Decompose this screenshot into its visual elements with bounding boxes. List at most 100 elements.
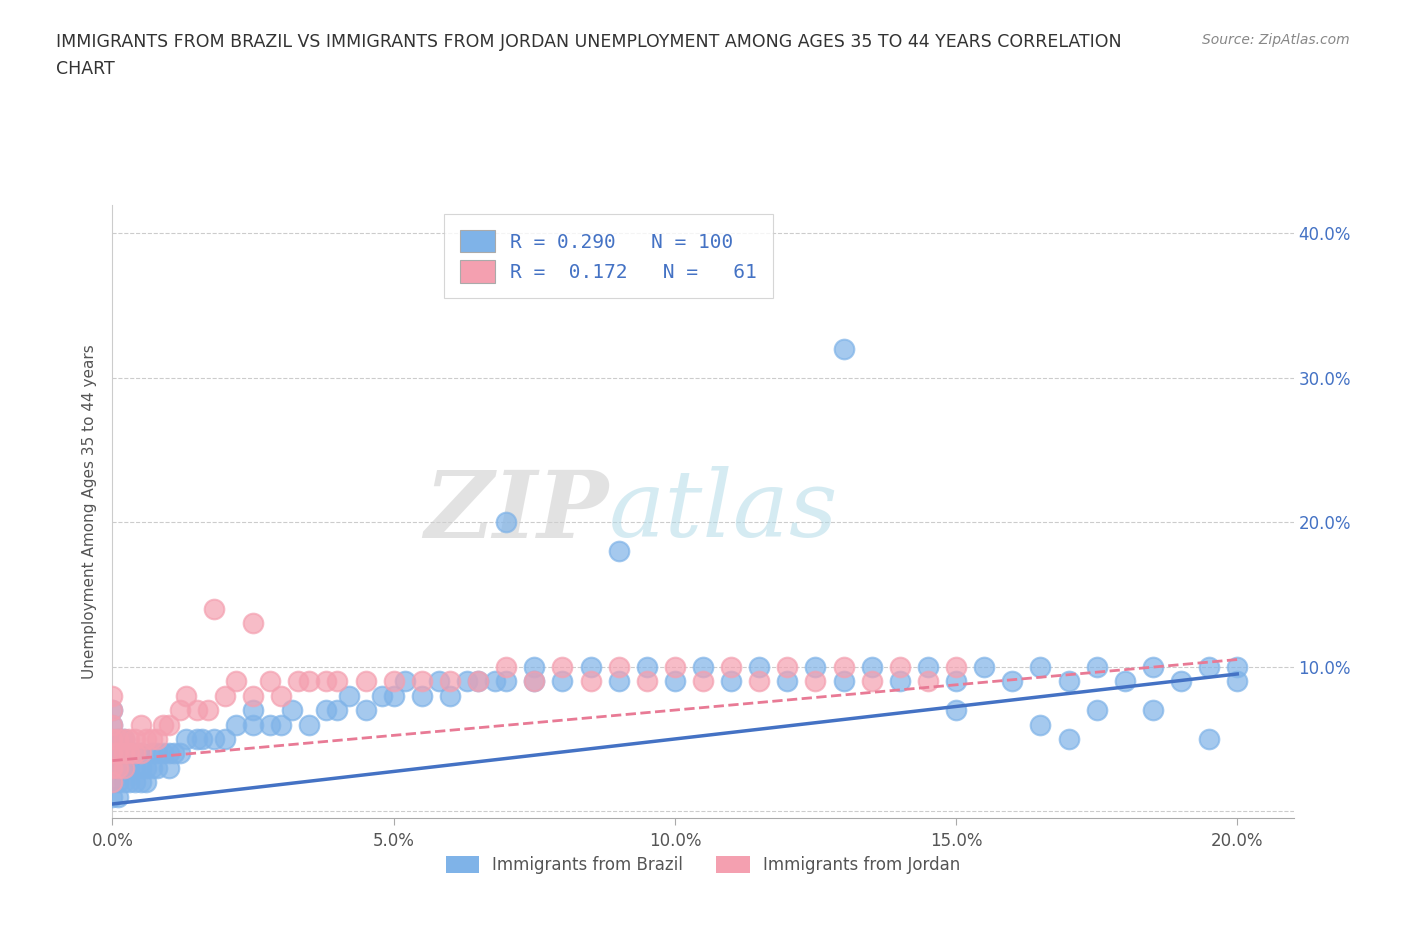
- Point: [112, 761, 135, 776]
- Point: [484, 673, 506, 688]
- Point: [101, 717, 124, 732]
- Point: [636, 673, 658, 688]
- Point: [1001, 673, 1024, 688]
- Legend: Immigrants from Brazil, Immigrants from Jordan: Immigrants from Brazil, Immigrants from …: [439, 849, 967, 881]
- Point: [1198, 659, 1220, 674]
- Point: [214, 688, 236, 703]
- Point: [495, 515, 517, 530]
- Point: [523, 673, 546, 688]
- Point: [636, 659, 658, 674]
- Point: [889, 673, 911, 688]
- Point: [354, 703, 377, 718]
- Point: [945, 703, 967, 718]
- Point: [579, 673, 602, 688]
- Point: [135, 761, 157, 776]
- Text: Source: ZipAtlas.com: Source: ZipAtlas.com: [1202, 33, 1350, 46]
- Point: [427, 673, 450, 688]
- Point: [101, 790, 124, 804]
- Point: [1029, 659, 1052, 674]
- Point: [112, 761, 135, 776]
- Point: [382, 688, 405, 703]
- Point: [107, 746, 129, 761]
- Point: [354, 673, 377, 688]
- Point: [107, 761, 129, 776]
- Point: [371, 688, 394, 703]
- Point: [129, 717, 152, 732]
- Point: [298, 717, 321, 732]
- Point: [141, 761, 163, 776]
- Point: [118, 732, 141, 747]
- Point: [1226, 659, 1249, 674]
- Point: [197, 703, 219, 718]
- Point: [141, 746, 163, 761]
- Point: [242, 703, 264, 718]
- Point: [146, 746, 169, 761]
- Point: [776, 673, 799, 688]
- Point: [124, 746, 146, 761]
- Point: [411, 688, 433, 703]
- Point: [107, 746, 129, 761]
- Point: [860, 673, 883, 688]
- Point: [129, 746, 152, 761]
- Point: [456, 673, 478, 688]
- Point: [298, 673, 321, 688]
- Point: [101, 717, 124, 732]
- Point: [1085, 703, 1108, 718]
- Point: [776, 659, 799, 674]
- Point: [804, 659, 827, 674]
- Point: [107, 732, 129, 747]
- Point: [523, 659, 546, 674]
- Point: [152, 717, 174, 732]
- Point: [394, 673, 416, 688]
- Point: [124, 732, 146, 747]
- Point: [101, 703, 124, 718]
- Point: [124, 746, 146, 761]
- Point: [101, 746, 124, 761]
- Point: [112, 746, 135, 761]
- Point: [124, 775, 146, 790]
- Point: [1142, 659, 1164, 674]
- Point: [225, 673, 247, 688]
- Point: [129, 746, 152, 761]
- Point: [129, 775, 152, 790]
- Point: [692, 659, 714, 674]
- Point: [202, 602, 225, 617]
- Point: [579, 659, 602, 674]
- Point: [917, 659, 939, 674]
- Point: [607, 673, 630, 688]
- Text: ZIP: ZIP: [425, 467, 609, 556]
- Point: [174, 688, 197, 703]
- Point: [945, 659, 967, 674]
- Point: [832, 659, 855, 674]
- Point: [804, 673, 827, 688]
- Point: [270, 688, 292, 703]
- Point: [259, 673, 281, 688]
- Point: [141, 732, 163, 747]
- Point: [124, 761, 146, 776]
- Point: [315, 703, 337, 718]
- Point: [169, 703, 191, 718]
- Point: [101, 732, 124, 747]
- Point: [287, 673, 309, 688]
- Point: [202, 732, 225, 747]
- Point: [945, 673, 967, 688]
- Point: [1057, 732, 1080, 747]
- Point: [242, 616, 264, 631]
- Point: [118, 761, 141, 776]
- Point: [146, 732, 169, 747]
- Point: [889, 659, 911, 674]
- Point: [1170, 673, 1192, 688]
- Point: [225, 717, 247, 732]
- Point: [692, 673, 714, 688]
- Point: [157, 746, 180, 761]
- Point: [107, 775, 129, 790]
- Point: [112, 775, 135, 790]
- Point: [101, 761, 124, 776]
- Point: [107, 732, 129, 747]
- Point: [1226, 673, 1249, 688]
- Point: [664, 659, 686, 674]
- Point: [107, 761, 129, 776]
- Point: [191, 732, 214, 747]
- Point: [467, 673, 489, 688]
- Text: atlas: atlas: [609, 467, 838, 556]
